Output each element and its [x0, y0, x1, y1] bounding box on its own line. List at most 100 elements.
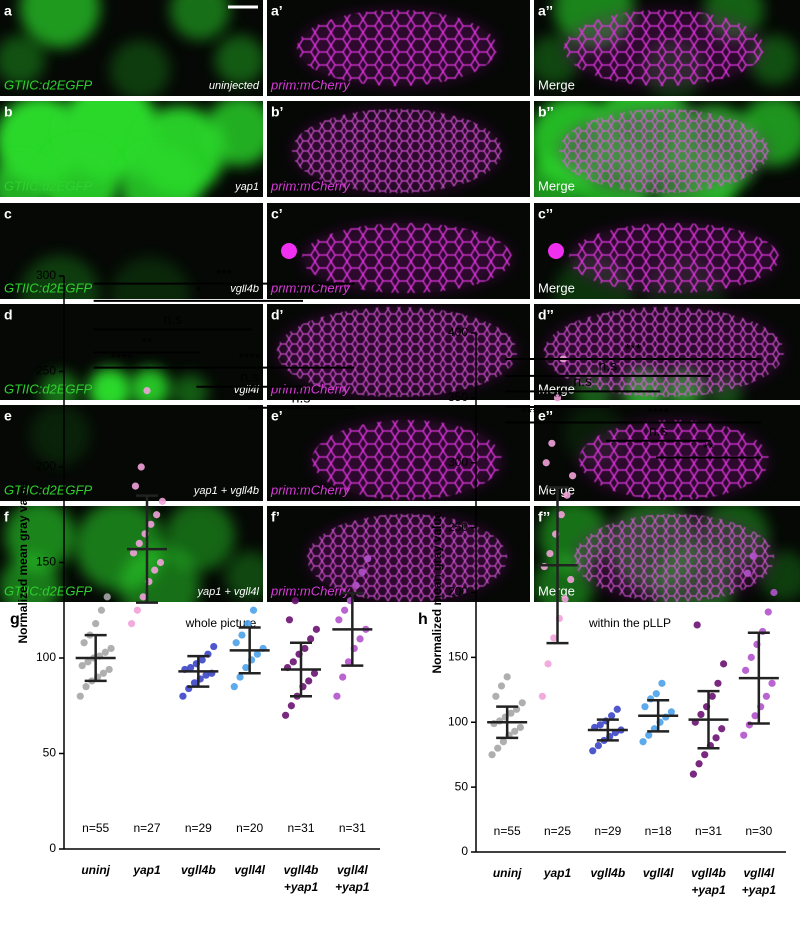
mcherry-cells: [574, 514, 774, 602]
y-tick-label: 150: [448, 650, 468, 664]
data-point: [137, 463, 145, 471]
y-axis-label: Normalized mean gray value: [16, 481, 30, 643]
significance-label: ****: [647, 404, 669, 420]
data-point: [210, 642, 218, 651]
mcherry-cells: [277, 307, 517, 397]
image-content: [0, 0, 263, 96]
data-point: [762, 692, 770, 700]
mcherry-cells: [569, 223, 779, 293]
image-panel: b GTIIC:d2EGFP yap1: [0, 101, 263, 197]
mcherry-blob: [281, 243, 297, 259]
panel-letter: b’’: [538, 104, 554, 120]
y-tick-label: 300: [448, 455, 468, 469]
data-point: [97, 606, 106, 614]
data-point: [553, 394, 562, 402]
panel-letter: d’’: [538, 307, 554, 323]
gfp-signal: [215, 35, 263, 85]
data-point: [503, 673, 511, 681]
gfp-signal: [30, 405, 90, 465]
data-point: [238, 631, 246, 639]
gfp-signal: [88, 368, 132, 400]
panel-letter: d: [4, 307, 13, 323]
panel-letter: g: [10, 611, 20, 628]
gfp-signal: [110, 257, 190, 299]
n-label: n=30: [745, 824, 772, 838]
data-point: [84, 658, 92, 666]
data-point: [561, 595, 569, 603]
panel-letter: h: [418, 611, 428, 628]
x-tick-label: vgll4l: [234, 863, 265, 877]
gfp-signal: [110, 40, 170, 96]
significance-label: ***: [625, 341, 642, 357]
x-tick-label: uninj: [81, 863, 110, 877]
data-point: [190, 679, 199, 687]
significance-label: *: [196, 283, 202, 299]
panel-letter: d’: [271, 307, 283, 323]
y-tick-label: 0: [461, 844, 468, 858]
y-tick-label: 350: [448, 390, 468, 404]
x-tick-label: vgll4l +yap1: [742, 866, 777, 897]
y-axis-label: Normalized mean gray value: [430, 511, 444, 673]
image-panel: c’prim:mCherry: [267, 203, 530, 299]
image-content: [0, 405, 263, 501]
data-point: [151, 566, 159, 574]
panel-letter: b: [4, 104, 13, 120]
image-panel: d GTIIC:d2EGFP vgll4l: [0, 304, 263, 400]
x-tick-label: yap1: [132, 863, 161, 877]
data-point: [743, 569, 752, 577]
data-point: [511, 727, 519, 735]
y-tick-label: 150: [36, 555, 56, 569]
data-point: [689, 770, 698, 778]
data-point: [305, 677, 313, 685]
significance-label: ****: [521, 404, 543, 420]
data-point: [596, 721, 604, 729]
panel-letter: e’: [271, 408, 283, 424]
marker-label: prim:mCherry: [270, 482, 351, 497]
reporter-label: GTIIC:d2EGFP: [4, 583, 92, 598]
gfp-signal: [40, 141, 120, 197]
panel-letter: f’’: [538, 509, 550, 525]
marker-label: prim:mCherry: [270, 583, 351, 598]
data-point: [179, 692, 187, 700]
data-point: [697, 710, 705, 719]
data-point: [242, 663, 250, 672]
data-point: [82, 683, 90, 691]
data-point: [198, 656, 206, 664]
mcherry-cells: [544, 307, 784, 397]
panel-letter: f’: [271, 509, 280, 525]
data-point: [307, 635, 315, 643]
y-tick-label: 100: [448, 714, 468, 728]
condition-label: vgll4b: [230, 283, 259, 295]
condition-label: vgll4l: [234, 384, 260, 396]
image-panel: a’ prim:mCherry: [267, 0, 530, 96]
data-point: [516, 723, 524, 732]
n-label: n=20: [236, 821, 263, 835]
significance-label: n.s: [163, 311, 182, 327]
data-point: [344, 658, 353, 666]
data-point: [139, 593, 147, 601]
data-point: [693, 621, 701, 629]
gfp-signal: [20, 0, 100, 48]
image-content: [534, 0, 800, 96]
data-point: [764, 608, 772, 616]
data-point: [639, 738, 647, 746]
data-point: [658, 679, 666, 687]
image-panel: d’ prim:mCherry: [267, 304, 530, 400]
panel-letter: b’: [271, 104, 283, 120]
data-point: [714, 679, 722, 687]
n-label: n=31: [695, 824, 722, 838]
chart-title: within the pLLP: [588, 616, 671, 630]
mcherry-cells: [302, 223, 512, 293]
data-point: [103, 593, 111, 601]
data-point: [608, 712, 616, 720]
n-label: n=31: [339, 821, 366, 835]
data-point: [740, 731, 748, 739]
data-point: [770, 588, 778, 597]
image-panel: b’ prim:mCherry: [267, 101, 530, 197]
data-point: [131, 482, 140, 490]
data-point: [333, 692, 341, 700]
mcherry-cells: [297, 10, 497, 86]
mcherry-cells: [292, 109, 502, 193]
panel-letter: c: [4, 206, 12, 222]
data-point: [244, 620, 252, 628]
